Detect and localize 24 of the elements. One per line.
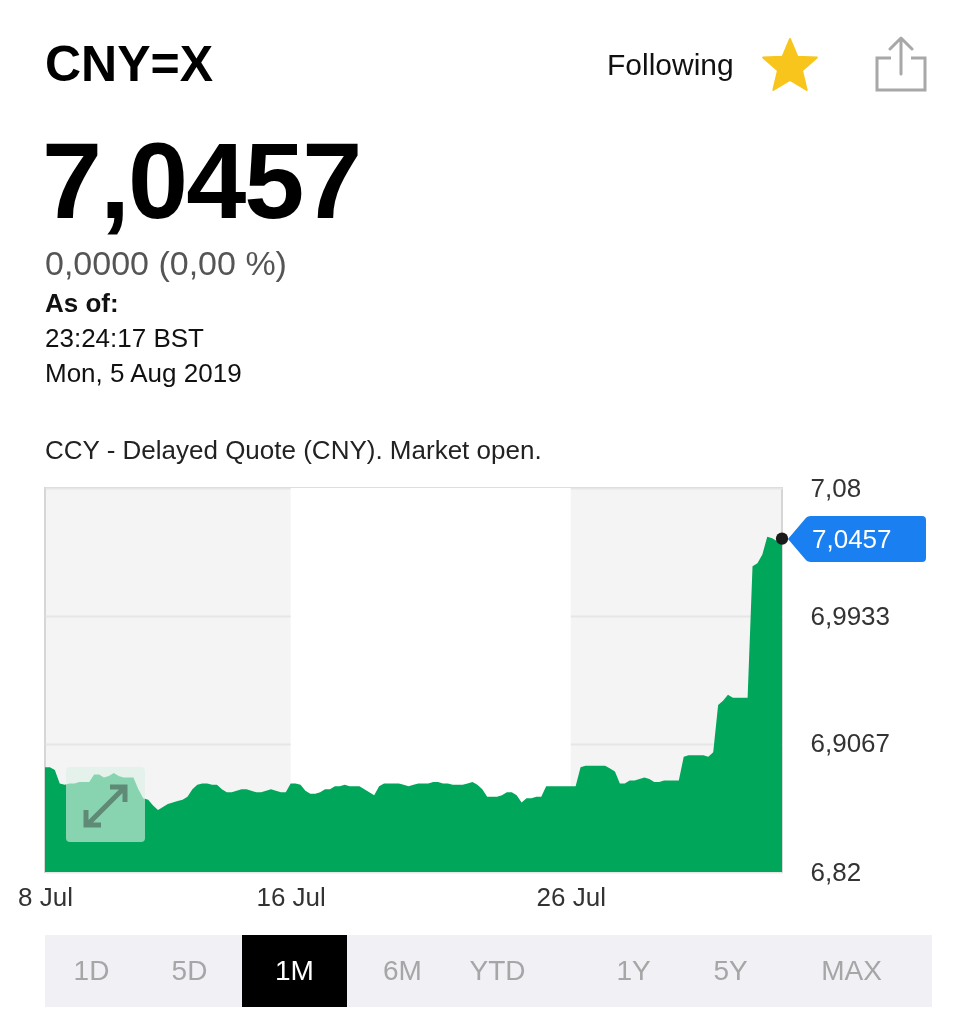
text: Mon, 5 Aug 2019 (45, 358, 242, 388)
x-tick-label: 26 Jul (536, 881, 606, 912)
y-tick-label: 6,82 (810, 856, 862, 887)
y-tick-label: 6,9067 (810, 728, 891, 759)
chart-title: CNY=X (45, 36, 214, 92)
text: 0,0000 (0,00 %) (45, 244, 287, 282)
y-tick-label: 7,08 (810, 472, 862, 503)
x-tick-label: 16 Jul (256, 881, 326, 912)
x-tick-label: 8 Jul (18, 881, 73, 912)
text: 1D (72, 954, 111, 988)
chart-subtitle: CCY - Delayed Quote (CNY). Market open. (45, 435, 542, 465)
selected-range-button: 1M (242, 935, 347, 1007)
text: 1Y (615, 954, 652, 988)
text: 23:24:17 BST (45, 323, 204, 353)
text: As of: (45, 288, 119, 318)
text: MAX (820, 954, 883, 988)
text: 5Y (712, 954, 749, 988)
text: Following (607, 48, 734, 81)
text: 5D (170, 954, 209, 988)
text: 6M (382, 954, 423, 988)
text: 7,0457 (42, 120, 361, 241)
text: 7,0457 (812, 523, 892, 554)
text: YTD (468, 954, 527, 988)
y-tick-label: 6,9933 (810, 600, 891, 631)
